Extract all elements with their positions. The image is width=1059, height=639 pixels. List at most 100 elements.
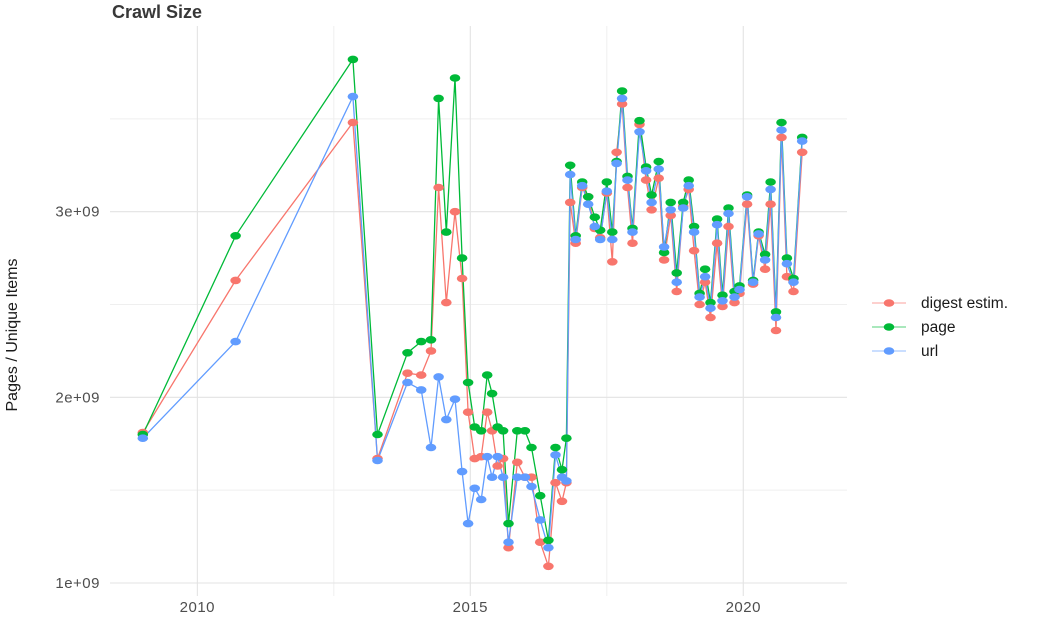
series-digest-estim-marker — [729, 298, 740, 307]
series-url-marker — [640, 167, 652, 175]
series-url-marker — [658, 243, 670, 251]
series-digest-estim-marker — [770, 326, 782, 335]
series-page-marker — [556, 465, 568, 474]
series-digest-estim-marker — [607, 258, 618, 266]
series-digest-estim-marker — [776, 133, 787, 142]
series-page-marker — [781, 254, 793, 262]
series-url-marker — [519, 473, 531, 482]
legend-item-page: page — [872, 319, 955, 336]
series-digest-estim-marker — [723, 222, 734, 231]
series-page-marker — [526, 443, 537, 452]
series-digest-estim-marker — [462, 408, 474, 417]
legend-item-digest-estim: digest estim. — [872, 295, 1008, 312]
series-digest-estim-marker — [347, 118, 359, 127]
series-digest-estim-marker — [765, 200, 776, 208]
series-digest-estim-marker — [694, 300, 705, 309]
series-digest-estim-marker — [449, 207, 461, 216]
series-page-marker — [433, 94, 444, 103]
series-digest-estim-marker — [717, 302, 728, 311]
series-digest-estim-marker — [503, 543, 514, 552]
series-page-marker — [601, 178, 613, 186]
series-url-marker — [705, 304, 716, 313]
legend-key-marker-url — [883, 347, 895, 355]
series-page-marker — [665, 198, 676, 207]
series-page-marker — [512, 427, 523, 435]
series-url-marker — [694, 293, 705, 301]
series-url-marker — [589, 222, 601, 231]
series-url-marker — [534, 516, 546, 524]
series-url-marker — [699, 272, 711, 281]
series-page-marker — [415, 337, 427, 346]
series-url-marker — [611, 159, 622, 168]
series-page-marker — [456, 254, 468, 262]
series-url-marker — [753, 230, 764, 238]
series-url-marker — [449, 395, 461, 404]
legend-label-url: url — [921, 343, 938, 360]
series-page-marker — [765, 178, 776, 186]
series-url-marker — [402, 378, 413, 387]
series-url-marker — [683, 181, 694, 190]
series-url-marker — [781, 259, 793, 268]
series-url-marker — [747, 278, 759, 287]
y-axis-title: Pages / Unique Items — [4, 259, 21, 412]
series-url-marker — [688, 228, 700, 236]
series-digest-estim-marker — [627, 239, 638, 247]
series-url-marker — [796, 137, 808, 145]
series-url-marker — [503, 538, 514, 546]
series-digest-estim-marker — [796, 148, 808, 157]
series-page-marker — [671, 269, 682, 277]
series-page-marker — [776, 118, 787, 127]
legend: digest estim. page url — [872, 295, 1008, 360]
series-digest-estim-marker — [433, 183, 444, 192]
series-url-marker — [372, 456, 383, 465]
series-url-marker — [441, 415, 452, 424]
series-page-marker — [677, 198, 689, 207]
gridlines-minor — [110, 26, 847, 596]
series-digest-estim-marker — [425, 347, 437, 355]
series-page-marker — [230, 232, 241, 240]
series-layer — [137, 55, 808, 571]
series-url-marker — [622, 176, 633, 184]
series-digest-estim-marker — [705, 313, 716, 322]
series-digest-estim-marker — [699, 278, 711, 287]
series-url-marker — [512, 473, 523, 482]
series-page-marker — [723, 204, 734, 212]
series-url-marker — [550, 451, 561, 459]
series-url-marker — [607, 235, 618, 244]
series-digest-estim-marker — [759, 265, 771, 274]
series-page-marker — [372, 430, 383, 439]
legend-label-digest-estim: digest estim. — [921, 295, 1008, 312]
series-url-marker — [711, 220, 723, 229]
series-digest-estim-marker — [402, 369, 413, 378]
series-url-marker — [475, 495, 487, 504]
x-axis-tick-label-2020: 2020 — [726, 599, 761, 616]
x-axis-tick-label-2010: 2010 — [180, 599, 215, 616]
series-page-marker — [425, 336, 437, 344]
series-page-marker — [462, 378, 474, 387]
series-digest-estim-marker — [230, 276, 241, 285]
series-url-marker — [230, 337, 241, 346]
series-url-marker — [677, 204, 689, 212]
series-digest-estim-marker — [415, 371, 427, 379]
series-page-marker — [683, 176, 694, 184]
series-digest-estim-marker — [711, 239, 723, 247]
series-digest-estim-marker — [658, 256, 670, 264]
series-url-marker — [788, 278, 799, 287]
series-page-marker — [616, 87, 628, 95]
series-url-marker — [492, 452, 503, 461]
series-page-marker — [711, 215, 723, 223]
series-digest-estim-marker — [556, 497, 568, 506]
series-url-marker — [634, 128, 645, 136]
series-url-marker — [759, 256, 771, 264]
series-url-marker — [526, 482, 537, 491]
series-digest-estim-marker — [492, 462, 503, 470]
series-url-marker — [765, 185, 776, 194]
series-url-marker — [543, 543, 554, 552]
series-page-marker — [486, 389, 498, 398]
series-page-marker — [475, 427, 487, 435]
series-page-marker — [564, 161, 576, 170]
series-page-marker — [582, 193, 594, 201]
series-url-marker — [564, 170, 576, 179]
series-page-marker — [503, 519, 514, 528]
